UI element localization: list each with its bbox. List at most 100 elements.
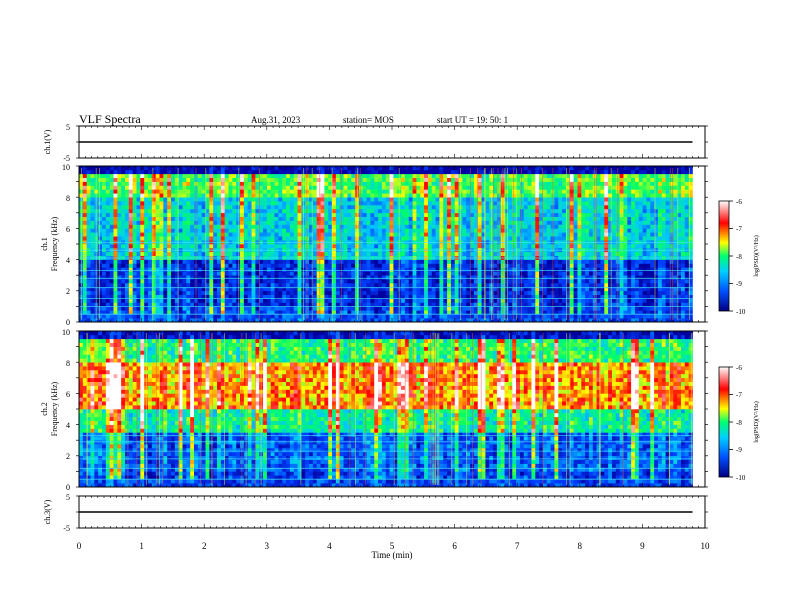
p2-cell: [105, 208, 110, 214]
p2-cell: [255, 244, 260, 249]
p2-cell: [439, 216, 444, 221]
p2-cell: [251, 271, 256, 276]
p2-cell: [381, 205, 387, 210]
p2-cell: [102, 189, 107, 194]
p2-cell: [220, 267, 225, 272]
p2-cell: [289, 259, 295, 264]
p2-cell: [136, 314, 141, 319]
p2-cell: [140, 298, 145, 303]
p2-cell: [309, 169, 314, 175]
p2-cell: [113, 302, 118, 307]
p2-cell: [343, 310, 348, 315]
p2-cell: [117, 208, 122, 214]
p2-cell: [121, 283, 126, 288]
p2-cell: [512, 212, 517, 217]
p2-cell: [255, 283, 260, 288]
p2-cell: [236, 216, 241, 221]
p2-cell: [247, 251, 252, 256]
p2-cell: [105, 216, 110, 221]
p2-cell: [374, 205, 379, 210]
p2-cell: [174, 290, 179, 295]
p2-cell: [125, 173, 130, 178]
p2-cell: [232, 290, 237, 295]
p2-cell: [366, 283, 371, 288]
p2-cell: [324, 244, 329, 249]
p2-cell: [477, 224, 482, 229]
p2-cell: [86, 212, 91, 217]
p2-cell: [496, 259, 502, 264]
p2-cell: [224, 185, 229, 190]
p2-cell: [121, 169, 126, 175]
p2-cell: [496, 181, 502, 186]
p2-cell: [362, 169, 367, 175]
p2-cell: [435, 275, 440, 280]
p2-cell: [362, 286, 367, 292]
p2-cell: [174, 279, 179, 284]
p2-cell: [443, 306, 448, 311]
p2-cell: [531, 216, 536, 221]
p2-cell: [439, 310, 444, 315]
p2-cell: [454, 263, 459, 268]
p2-cell: [339, 244, 344, 249]
p2-cell: [178, 259, 183, 264]
p2-cell: [343, 290, 348, 295]
p2-cell: [335, 197, 341, 202]
p2-cell: [132, 263, 137, 268]
p2-cell: [408, 275, 413, 280]
p2-cell: [366, 294, 371, 299]
p2-cell: [450, 236, 456, 241]
p2-cell: [132, 181, 137, 186]
p2-cell: [358, 283, 364, 288]
p2-cell: [151, 236, 156, 241]
p2-cell: [90, 216, 95, 221]
p2-cell: [516, 181, 521, 186]
p2-cell: [408, 232, 413, 237]
p2-cell: [358, 310, 364, 315]
p2-cell: [201, 193, 206, 198]
p2-cell: [477, 236, 482, 241]
p2-cell: [132, 290, 137, 295]
p2-cell: [450, 286, 456, 292]
p2-cell: [339, 212, 344, 217]
p2-cell: [343, 181, 348, 186]
p2-cell: [519, 236, 525, 241]
p2-cell: [450, 259, 456, 264]
p2-cell: [90, 314, 95, 319]
p2-cell: [270, 294, 275, 299]
p2-cell: [174, 212, 179, 217]
p2-cell: [151, 232, 156, 237]
p2-cell: [370, 298, 375, 303]
p2-cell: [404, 216, 410, 221]
p2-cell: [251, 224, 256, 229]
p2-cell: [224, 208, 229, 214]
p2-cell: [519, 181, 525, 186]
p2-cell: [205, 306, 210, 311]
p2-cell: [504, 271, 509, 276]
p2-cell: [328, 232, 333, 237]
p2-cell: [90, 232, 95, 237]
p2-cell: [362, 271, 367, 276]
p2-cell: [243, 294, 248, 299]
p2-cell: [335, 310, 341, 315]
p2-cell: [243, 201, 248, 206]
p2-cell: [527, 244, 532, 249]
p2-cell: [205, 189, 210, 194]
p2-cell: [297, 310, 302, 315]
p2-cell: [358, 228, 364, 233]
p2-cell: [125, 275, 130, 280]
p2-cell: [213, 166, 218, 171]
p2-cell: [140, 189, 145, 194]
p2-cell: [450, 212, 456, 217]
p2-cell: [278, 189, 283, 194]
p2-cell: [140, 302, 145, 307]
p2-cell: [128, 286, 133, 292]
p2-cell: [117, 205, 122, 210]
p2-cell: [531, 189, 536, 194]
p2-cell: [531, 290, 536, 295]
p2-cell: [174, 302, 179, 307]
p2-cell: [270, 189, 275, 194]
p2-cell: [266, 310, 272, 315]
p2-cell: [366, 181, 371, 186]
p2-cell: [228, 267, 233, 272]
p2-cell: [450, 306, 456, 311]
